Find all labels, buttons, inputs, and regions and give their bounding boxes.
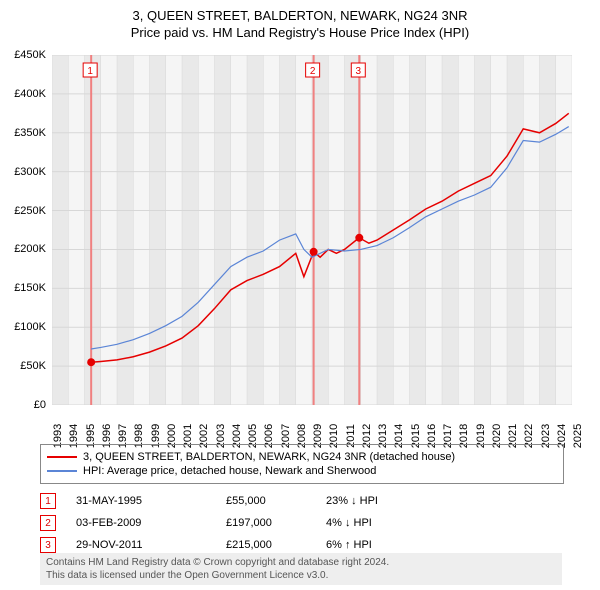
marker-date: 31-MAY-1995 xyxy=(76,495,226,507)
marker-date: 29-NOV-2011 xyxy=(76,539,226,551)
marker-price: £215,000 xyxy=(226,539,326,551)
footer-line2: This data is licensed under the Open Gov… xyxy=(46,569,556,582)
chart-plot-area: 1 2 3 xyxy=(52,55,572,405)
y-tick-label: £350K xyxy=(14,127,46,139)
y-tick-label: £150K xyxy=(14,282,46,294)
marker-diff: 23% ↓ HPI xyxy=(326,495,446,507)
legend-row-property: 3, QUEEN STREET, BALDERTON, NEWARK, NG24… xyxy=(47,451,557,463)
legend-label-property: 3, QUEEN STREET, BALDERTON, NEWARK, NG24… xyxy=(83,451,455,463)
footer-line1: Contains HM Land Registry data © Crown c… xyxy=(46,556,556,569)
title-line1: 3, QUEEN STREET, BALDERTON, NEWARK, NG24… xyxy=(0,8,600,23)
marker-date: 03-FEB-2009 xyxy=(76,517,226,529)
legend-box: 3, QUEEN STREET, BALDERTON, NEWARK, NG24… xyxy=(40,444,564,484)
marker-id-box: 2 xyxy=(40,515,56,531)
y-tick-label: £0 xyxy=(34,399,46,411)
marker-price: £197,000 xyxy=(226,517,326,529)
title-block: 3, QUEEN STREET, BALDERTON, NEWARK, NG24… xyxy=(0,0,600,40)
footer-box: Contains HM Land Registry data © Crown c… xyxy=(40,553,562,585)
y-tick-label: £250K xyxy=(14,205,46,217)
svg-text:3: 3 xyxy=(356,66,362,77)
marker-row: 2 03-FEB-2009£197,0004% ↓ HPI xyxy=(40,512,550,534)
y-tick-label: £450K xyxy=(14,49,46,61)
y-axis: £0 £50K £100K £150K £200K £250K £300K £350K £400… xyxy=(0,48,50,408)
y-tick-label: £100K xyxy=(14,321,46,333)
marker-table: 1 31-MAY-1995£55,00023% ↓ HPI 2 03-FEB-2009… xyxy=(40,490,550,556)
marker-diff: 4% ↓ HPI xyxy=(326,517,446,529)
svg-text:2: 2 xyxy=(310,66,316,77)
y-tick-label: £300K xyxy=(14,166,46,178)
marker-price: £55,000 xyxy=(226,495,326,507)
y-tick-label: £50K xyxy=(20,360,46,372)
marker-row: 1 31-MAY-1995£55,00023% ↓ HPI xyxy=(40,490,550,512)
y-tick-label: £200K xyxy=(14,243,46,255)
x-tick-label: 2025 xyxy=(572,424,584,448)
svg-text:1: 1 xyxy=(87,66,93,77)
title-line2: Price paid vs. HM Land Registry's House … xyxy=(0,25,600,40)
marker-id-box: 1 xyxy=(40,493,56,509)
chart-svg: 1 2 3 xyxy=(52,55,572,405)
chart-container: 3, QUEEN STREET, BALDERTON, NEWARK, NG24… xyxy=(0,0,600,590)
y-tick-label: £400K xyxy=(14,88,46,100)
legend-swatch-property xyxy=(47,456,77,458)
marker-diff: 6% ↑ HPI xyxy=(326,539,446,551)
legend-label-hpi: HPI: Average price, detached house, Newa… xyxy=(83,465,376,477)
marker-id-box: 3 xyxy=(40,537,56,553)
legend-row-hpi: HPI: Average price, detached house, Newa… xyxy=(47,465,557,477)
legend-swatch-hpi xyxy=(47,470,77,472)
x-axis: 1993199419951996199719981999200020012002… xyxy=(52,408,572,448)
